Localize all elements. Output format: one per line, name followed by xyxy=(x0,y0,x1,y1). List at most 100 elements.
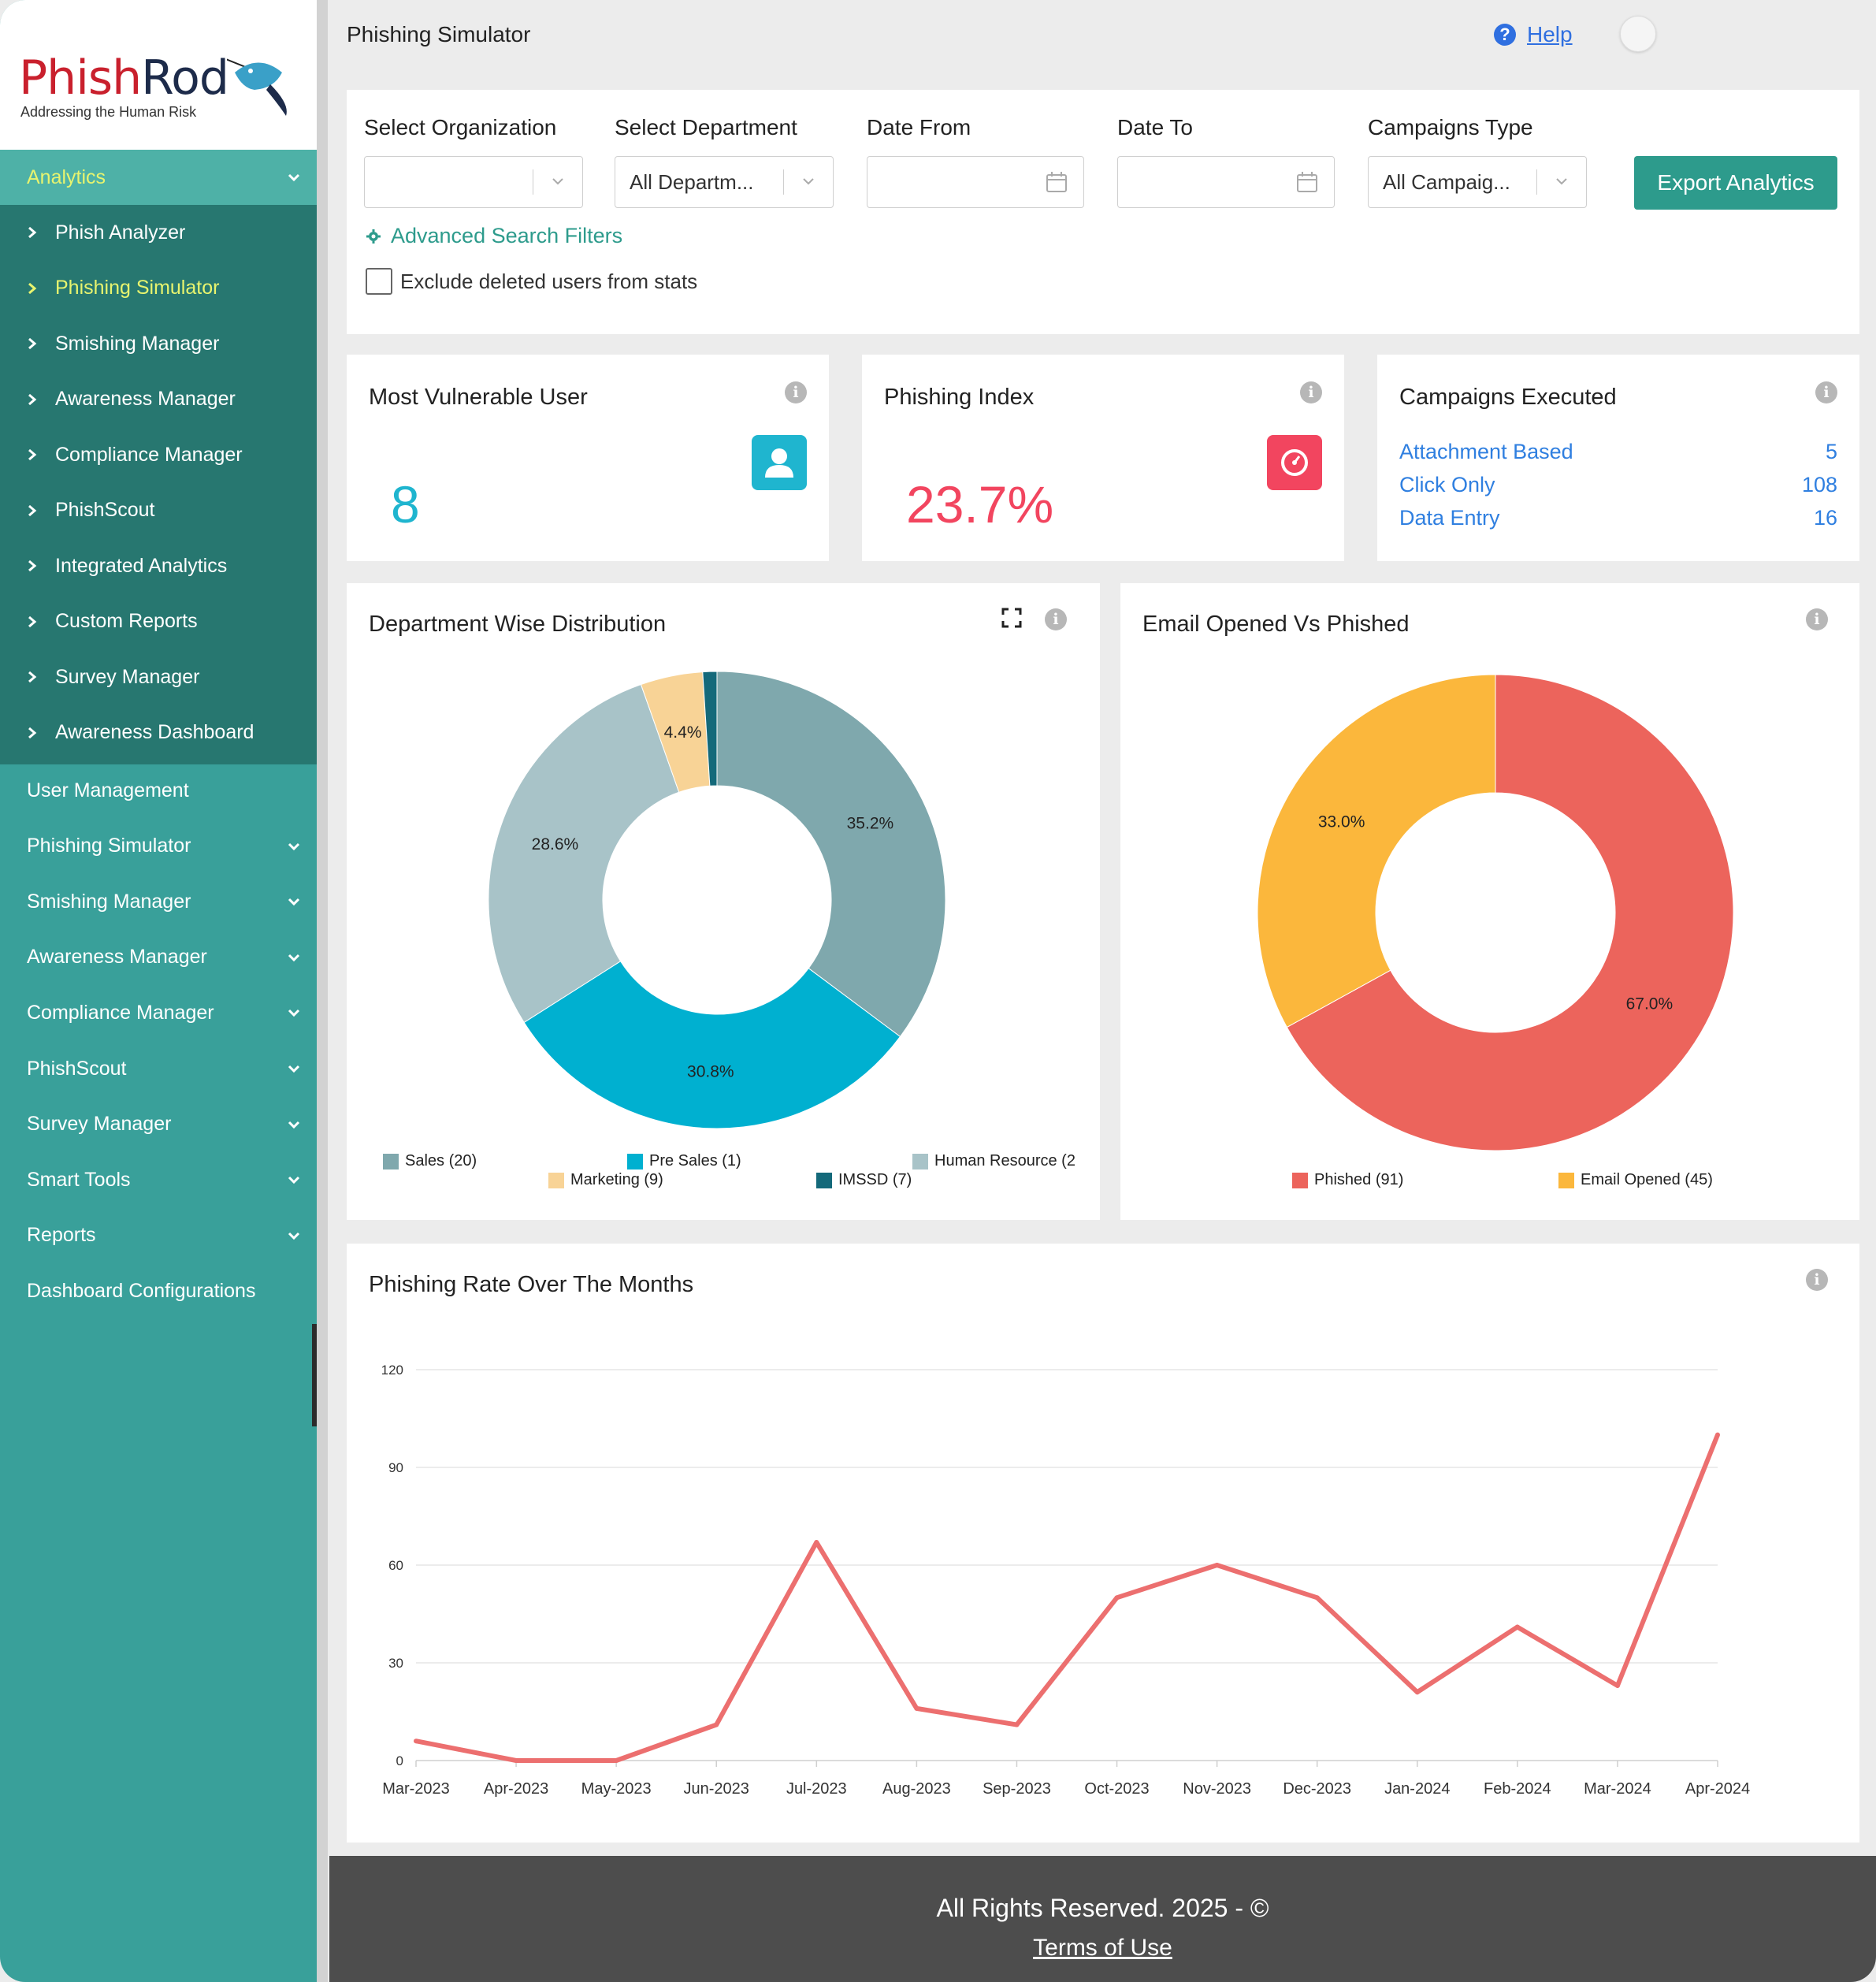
sidebar-subitem[interactable]: PhishScout xyxy=(0,483,317,538)
sidebar-subitem[interactable]: Integrated Analytics xyxy=(0,538,317,593)
gauge-icon xyxy=(1267,435,1322,490)
data-point[interactable] xyxy=(514,1758,519,1763)
dept-select[interactable]: All Departm... xyxy=(615,156,834,208)
exclude-deleted-label: Exclude deleted users from stats xyxy=(400,269,698,293)
dept-donut-chart: 35.2% 30.8% 28.6% 4.4% xyxy=(488,671,946,1129)
info-icon[interactable]: i xyxy=(1815,381,1837,403)
data-point[interactable] xyxy=(714,1722,719,1727)
exclude-deleted-toggle[interactable]: Exclude deleted users from stats xyxy=(366,268,697,295)
x-tick-label: Dec-2023 xyxy=(1283,1780,1351,1798)
data-point[interactable] xyxy=(614,1758,619,1763)
data-point[interactable] xyxy=(1414,1690,1420,1695)
campaign-row-data-entry[interactable]: Data Entry 16 xyxy=(1399,506,1837,530)
info-icon[interactable]: i xyxy=(1045,608,1067,630)
data-point[interactable] xyxy=(1715,1432,1720,1437)
data-point[interactable] xyxy=(914,1705,919,1711)
sidebar-item[interactable]: Dashboard Configurations xyxy=(0,1263,317,1318)
phishing-rate-card: Phishing Rate Over The Months i 0 30 60 90 1… xyxy=(347,1244,1859,1843)
info-icon[interactable]: i xyxy=(1806,1269,1828,1291)
info-icon[interactable]: i xyxy=(785,381,807,403)
sidebar-item-label: Survey Manager xyxy=(27,1113,172,1136)
help-link[interactable]: ? Help xyxy=(1494,22,1573,47)
sidebar-subitem[interactable]: Survey Manager xyxy=(0,649,317,705)
sidebar-subitem[interactable]: Awareness Dashboard xyxy=(0,705,317,760)
donut-slice[interactable] xyxy=(1257,674,1496,1028)
data-point[interactable] xyxy=(1114,1595,1120,1601)
legend-item[interactable]: Email Opened (45) xyxy=(1558,1171,1713,1189)
sidebar-subitem-label: Awareness Manager xyxy=(55,388,236,410)
sidebar-subitem[interactable]: Phish Analyzer xyxy=(0,205,317,260)
export-analytics-button[interactable]: Export Analytics xyxy=(1634,156,1837,210)
sidebar-item[interactable]: Smart Tools xyxy=(0,1152,317,1207)
data-point[interactable] xyxy=(1214,1563,1220,1567)
calendar-icon[interactable] xyxy=(1044,169,1069,195)
data-point[interactable] xyxy=(1514,1624,1520,1630)
calendar-icon[interactable] xyxy=(1295,169,1320,195)
donut-slice[interactable] xyxy=(1286,674,1734,1151)
info-icon[interactable]: i xyxy=(1806,608,1828,630)
series-line[interactable] xyxy=(415,1434,1720,1763)
donut-slice[interactable] xyxy=(488,683,680,1024)
department-distribution-card: Department Wise Distribution i 35.2% 30.8… xyxy=(347,583,1100,1220)
data-point[interactable] xyxy=(414,1738,418,1744)
expand-icon[interactable] xyxy=(1001,607,1023,629)
phishing-index-card: Phishing Index i 23.7% xyxy=(862,355,1344,561)
sidebar-scrollbar[interactable] xyxy=(312,1324,317,1426)
donut-slice[interactable] xyxy=(716,671,946,1038)
x-tick-label: Mar-2023 xyxy=(382,1780,450,1798)
date-from-input[interactable] xyxy=(867,156,1084,208)
logo[interactable]: PhishRod Addressing the Human Risk xyxy=(0,0,317,150)
data-point[interactable] xyxy=(814,1540,819,1545)
y-tick-label: 0 xyxy=(396,1753,403,1768)
x-tick-label: Sep-2023 xyxy=(983,1780,1051,1798)
sidebar-item[interactable]: User Management xyxy=(0,763,317,818)
data-point[interactable] xyxy=(1614,1683,1620,1688)
sidebar-analytics-header[interactable]: Analytics xyxy=(0,150,317,205)
sidebar-item[interactable]: Phishing Simulator xyxy=(0,819,317,874)
sidebar-item[interactable]: Compliance Manager xyxy=(0,985,317,1040)
chevron-down-icon xyxy=(288,1121,300,1129)
sidebar-subitem[interactable]: Compliance Manager xyxy=(0,427,317,482)
y-tick-label: 90 xyxy=(388,1460,403,1475)
sidebar-subitem[interactable]: Phishing Simulator xyxy=(0,261,317,316)
sidebar-item[interactable]: Reports xyxy=(0,1208,317,1263)
sidebar-item[interactable]: PhishScout xyxy=(0,1041,317,1096)
chevron-down-icon xyxy=(288,1010,300,1017)
org-select[interactable] xyxy=(364,156,583,208)
campaign-row-attachment[interactable]: Attachment Based 5 xyxy=(1399,440,1837,463)
legend-item[interactable]: Phished (91) xyxy=(1292,1171,1403,1189)
email-chart-title: Email Opened Vs Phished xyxy=(1142,612,1410,637)
gear-icon xyxy=(366,229,381,244)
help-label: Help xyxy=(1527,22,1573,46)
sidebar-subitem[interactable]: Awareness Manager xyxy=(0,372,317,427)
analytics-submenu: Phish Analyzer Phishing Simulator Smishing… xyxy=(0,205,317,764)
avatar[interactable] xyxy=(1620,16,1656,52)
data-point[interactable] xyxy=(1314,1595,1320,1601)
legend-item[interactable]: Marketing (9) xyxy=(548,1171,663,1189)
data-point[interactable] xyxy=(1014,1722,1020,1727)
y-tick-label: 30 xyxy=(388,1656,403,1671)
legend-item[interactable]: Pre Sales (1) xyxy=(627,1152,741,1170)
sidebar-item[interactable]: Awareness Manager xyxy=(0,930,317,985)
sidebar-subitem-label: PhishScout xyxy=(55,499,155,521)
campaign-row-click-only[interactable]: Click Only 108 xyxy=(1399,473,1837,496)
sidebar-subitem[interactable]: Custom Reports xyxy=(0,594,317,649)
sidebar-item[interactable]: Survey Manager xyxy=(0,1097,317,1152)
main-content: Phishing Simulator ? Help Select Organiz… xyxy=(329,0,1876,1982)
info-icon[interactable]: i xyxy=(1300,381,1322,403)
sidebar-item-label: Reports xyxy=(27,1224,96,1247)
legend-item[interactable]: IMSSD (7) xyxy=(816,1171,912,1189)
sidebar-item-label: Dashboard Configurations xyxy=(27,1279,256,1302)
donut-slice[interactable] xyxy=(523,961,901,1129)
sidebar-subitem[interactable]: Smishing Manager xyxy=(0,316,317,371)
sidebar-item[interactable]: Smishing Manager xyxy=(0,874,317,929)
exclude-deleted-checkbox[interactable] xyxy=(366,268,392,295)
campaign-type-select[interactable]: All Campaig... xyxy=(1368,156,1587,208)
terms-of-use-link[interactable]: Terms of Use xyxy=(1033,1935,1172,1961)
date-to-input[interactable] xyxy=(1117,156,1335,208)
legend-item[interactable]: Human Resource (2 xyxy=(912,1152,1075,1170)
advanced-search-filters-link[interactable]: Advanced Search Filters xyxy=(366,224,622,248)
x-tick-label: Mar-2024 xyxy=(1584,1780,1651,1798)
legend-item[interactable]: Sales (20) xyxy=(383,1152,477,1170)
donut-slice[interactable] xyxy=(702,671,718,786)
